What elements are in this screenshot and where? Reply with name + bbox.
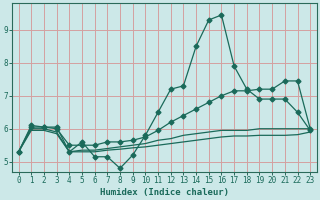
X-axis label: Humidex (Indice chaleur): Humidex (Indice chaleur) [100,188,229,197]
